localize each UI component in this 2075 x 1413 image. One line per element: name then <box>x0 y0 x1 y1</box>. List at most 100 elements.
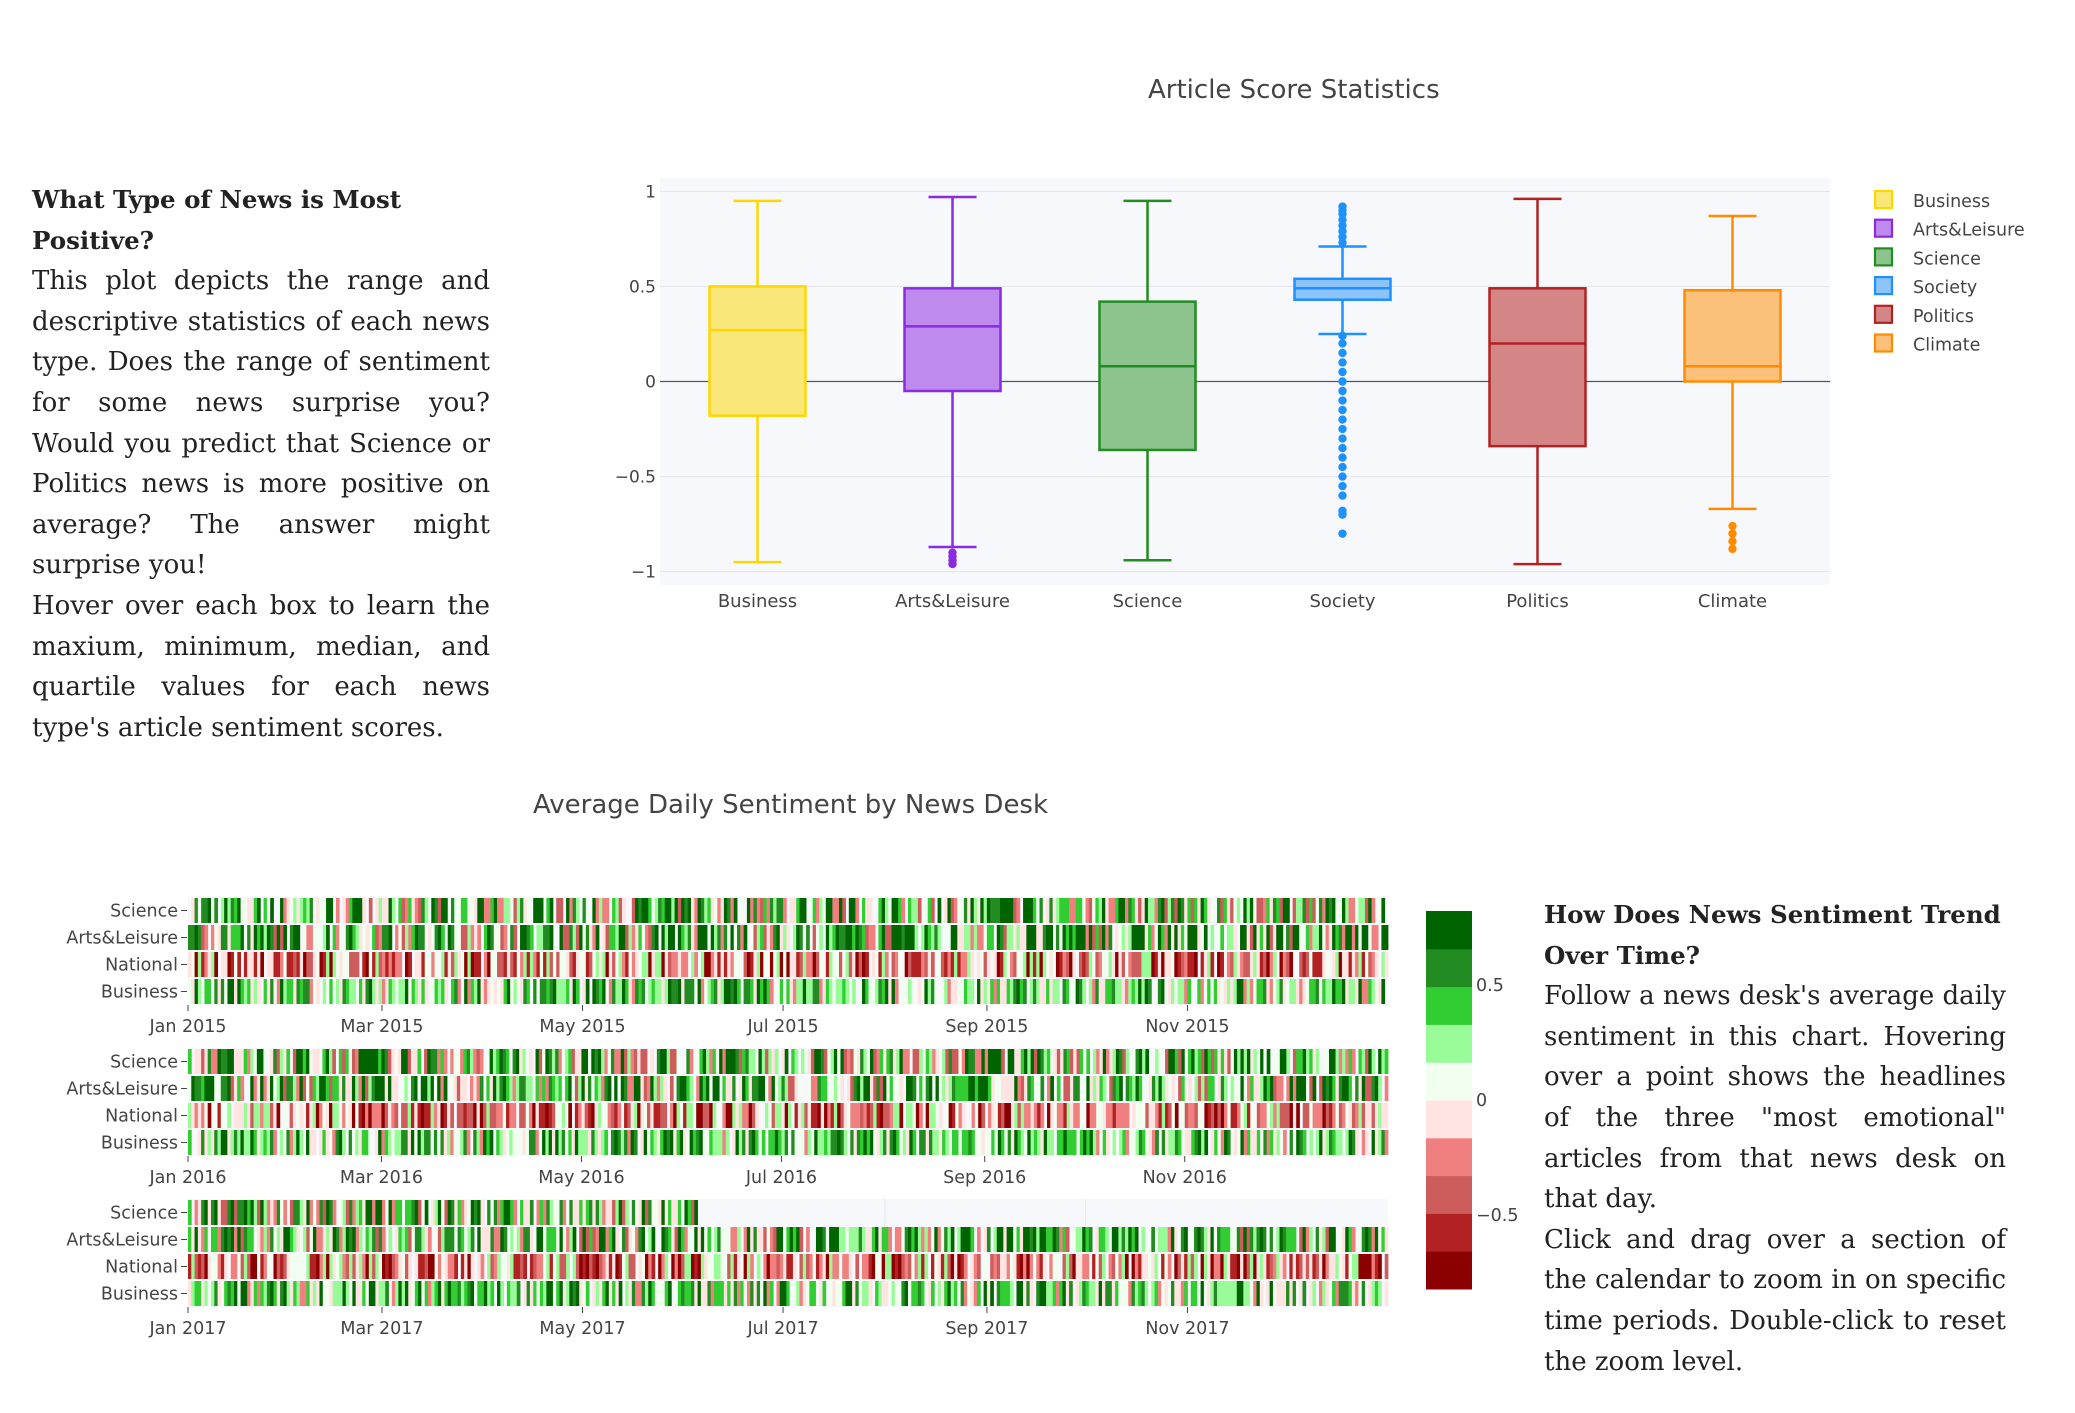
heatmap-cell[interactable] <box>924 952 929 977</box>
heatmap-cell[interactable] <box>955 1049 959 1074</box>
heatmap-cell[interactable] <box>266 1103 271 1128</box>
heatmap-cell[interactable] <box>1187 952 1192 977</box>
heatmap-cell[interactable] <box>1171 1049 1176 1074</box>
heatmap-cell[interactable] <box>489 1130 494 1155</box>
heatmap-cell[interactable] <box>358 1049 363 1074</box>
heatmap-cell[interactable] <box>944 979 948 1004</box>
heatmap-cell[interactable] <box>965 1130 969 1155</box>
heatmap-cell[interactable] <box>951 1049 956 1074</box>
heatmap-cell[interactable] <box>1240 1103 1245 1128</box>
heatmap-cell[interactable] <box>717 952 722 977</box>
heatmap-cell[interactable] <box>750 952 754 977</box>
heatmap-cell[interactable] <box>635 898 639 923</box>
heatmap-cell[interactable] <box>1332 1076 1336 1101</box>
heatmap-cell[interactable] <box>197 979 202 1004</box>
heatmap-cell[interactable] <box>1023 1254 1027 1279</box>
heatmap-cell[interactable] <box>201 1227 205 1252</box>
heatmap-cell[interactable] <box>660 1130 664 1155</box>
heatmap-cell[interactable] <box>574 1103 579 1128</box>
heatmap-cell[interactable] <box>555 1076 559 1101</box>
heatmap-cell[interactable] <box>1315 898 1320 923</box>
heatmap-cell[interactable] <box>638 979 643 1004</box>
heatmap-cell[interactable] <box>444 952 449 977</box>
heatmap-cell[interactable] <box>950 952 955 977</box>
heatmap-cell[interactable] <box>1332 1254 1336 1279</box>
heatmap-cell[interactable] <box>1151 1254 1155 1279</box>
heatmap-cell[interactable] <box>601 1130 605 1155</box>
heatmap-cell[interactable] <box>204 1103 209 1128</box>
heatmap-cell[interactable] <box>362 979 366 1004</box>
heatmap-cell[interactable] <box>631 1200 636 1225</box>
heatmap-cell[interactable] <box>502 1076 507 1101</box>
heatmap-cell[interactable] <box>1078 1254 1083 1279</box>
heatmap-cell[interactable] <box>217 1130 222 1155</box>
heatmap-cell[interactable] <box>372 979 376 1004</box>
heatmap-cell[interactable] <box>260 1227 265 1252</box>
heatmap-cell[interactable] <box>1233 1076 1238 1101</box>
heatmap-cell[interactable] <box>1016 1254 1021 1279</box>
heatmap-cell[interactable] <box>829 925 833 950</box>
heatmap-cell[interactable] <box>750 898 754 923</box>
heatmap-cell[interactable] <box>650 1076 654 1101</box>
heatmap-cell[interactable] <box>545 1049 550 1074</box>
heatmap-cell[interactable] <box>783 952 787 977</box>
heatmap-cell[interactable] <box>358 1076 363 1101</box>
heatmap-cell[interactable] <box>526 1227 531 1252</box>
heatmap-cell[interactable] <box>1190 1254 1195 1279</box>
heatmap-cell[interactable] <box>687 898 692 923</box>
heatmap-cell[interactable] <box>1065 1254 1070 1279</box>
heatmap-cell[interactable] <box>1302 1130 1307 1155</box>
heatmap-cell[interactable] <box>191 925 195 950</box>
heatmap-cell[interactable] <box>1358 1227 1363 1252</box>
heatmap-cell[interactable] <box>1345 1076 1350 1101</box>
heatmap-cell[interactable] <box>1322 1103 1327 1128</box>
heatmap-cell[interactable] <box>451 1227 455 1252</box>
heatmap-cell[interactable] <box>457 952 462 977</box>
heatmap-cell[interactable] <box>1319 1130 1323 1155</box>
outlier-point[interactable] <box>1338 377 1347 386</box>
heatmap-cell[interactable] <box>774 1130 779 1155</box>
heatmap-cell[interactable] <box>1106 1049 1110 1074</box>
heatmap-cell[interactable] <box>779 925 784 950</box>
heatmap-cell[interactable] <box>730 1227 735 1252</box>
heatmap-cell[interactable] <box>776 979 781 1004</box>
heatmap-cell[interactable] <box>977 979 981 1004</box>
heatmap-cell[interactable] <box>1036 1281 1040 1306</box>
heatmap-cell[interactable] <box>299 952 304 977</box>
heatmap-cell[interactable] <box>1266 1254 1271 1279</box>
heatmap-cell[interactable] <box>681 1281 685 1306</box>
heatmap-cell[interactable] <box>686 1049 691 1074</box>
heatmap-cell[interactable] <box>1361 925 1366 950</box>
heatmap-cell[interactable] <box>1003 979 1008 1004</box>
heatmap-cell[interactable] <box>1040 1103 1045 1128</box>
heatmap-cell[interactable] <box>779 952 784 977</box>
heatmap-cell[interactable] <box>424 1227 429 1252</box>
heatmap-cell[interactable] <box>585 1281 590 1306</box>
heatmap-cell[interactable] <box>319 952 324 977</box>
heatmap-cell[interactable] <box>407 1103 412 1128</box>
heatmap-cell[interactable] <box>1065 898 1070 923</box>
heatmap-cell[interactable] <box>1092 1049 1097 1074</box>
heatmap-cell[interactable] <box>1050 1076 1054 1101</box>
heatmap-cell[interactable] <box>335 1076 340 1101</box>
heatmap-cell[interactable] <box>656 1076 661 1101</box>
heatmap-cell[interactable] <box>1233 1130 1238 1155</box>
heatmap-cell[interactable] <box>289 1103 294 1128</box>
heatmap-cell[interactable] <box>876 1049 881 1074</box>
heatmap-cell[interactable] <box>873 1076 877 1101</box>
heatmap-cell[interactable] <box>1042 898 1047 923</box>
heatmap-cell[interactable] <box>1121 898 1126 923</box>
heatmap-cell[interactable] <box>810 1049 815 1074</box>
heatmap-cell[interactable] <box>1292 925 1297 950</box>
heatmap-cell[interactable] <box>973 898 978 923</box>
heatmap-cell[interactable] <box>1178 1130 1182 1155</box>
heatmap-cell[interactable] <box>1001 1049 1005 1074</box>
heatmap-cell[interactable] <box>533 1254 537 1279</box>
heatmap-cell[interactable] <box>871 1254 876 1279</box>
heatmap-cell[interactable] <box>921 1281 925 1306</box>
heatmap-cell[interactable] <box>625 1281 629 1306</box>
heatmap-cell[interactable] <box>283 1130 287 1155</box>
heatmap-cell[interactable] <box>927 1281 932 1306</box>
heatmap-cell[interactable] <box>628 979 633 1004</box>
heatmap-cell[interactable] <box>960 1254 965 1279</box>
